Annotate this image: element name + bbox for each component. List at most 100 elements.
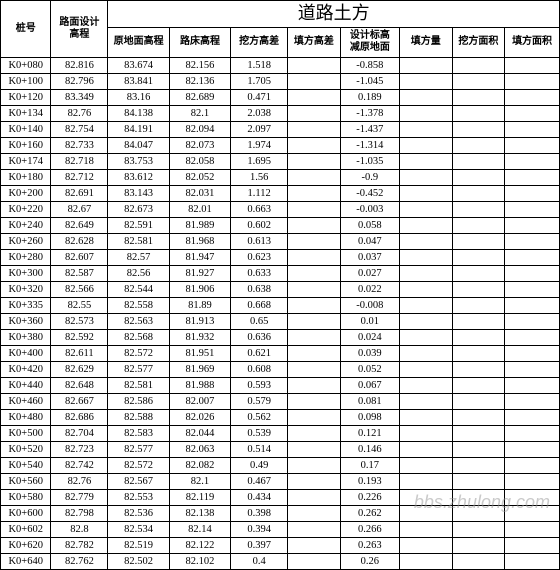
table-cell: 0.623 <box>231 249 288 265</box>
table-cell: 82.558 <box>108 297 169 313</box>
table-cell: 82.733 <box>51 137 108 153</box>
table-title: 道路土方 <box>108 1 560 28</box>
table-cell <box>399 361 452 377</box>
table-cell: 82.587 <box>51 265 108 281</box>
table-cell: 82.1 <box>169 473 230 489</box>
table-row: K0+20082.69183.14382.0311.112-0.452 <box>1 185 560 201</box>
table-cell: K0+080 <box>1 57 51 73</box>
table-cell: 82.67 <box>51 201 108 217</box>
table-cell <box>505 281 560 297</box>
table-cell <box>288 89 341 105</box>
table-cell <box>505 553 560 569</box>
table-cell: 82.56 <box>108 265 169 281</box>
table-cell <box>452 265 505 281</box>
table-cell <box>505 265 560 281</box>
table-cell <box>399 505 452 521</box>
table-cell: 81.906 <box>169 281 230 297</box>
table-cell: 1.112 <box>231 185 288 201</box>
table-cell <box>288 553 341 569</box>
table-cell: 82.704 <box>51 425 108 441</box>
table-cell: K0+220 <box>1 201 51 217</box>
table-cell: K0+200 <box>1 185 51 201</box>
table-cell: 81.932 <box>169 329 230 345</box>
header-fill-diff: 填方高差 <box>288 27 341 57</box>
table-cell: 0.01 <box>340 313 399 329</box>
table-cell <box>288 537 341 553</box>
table-cell: 82.762 <box>51 553 108 569</box>
table-cell <box>452 233 505 249</box>
table-cell: -0.003 <box>340 201 399 217</box>
table-cell: -0.9 <box>340 169 399 185</box>
table-cell <box>452 361 505 377</box>
table-cell: 82.573 <box>51 313 108 329</box>
table-cell: 0.467 <box>231 473 288 489</box>
table-cell <box>505 297 560 313</box>
table-cell <box>505 121 560 137</box>
table-cell: 82.544 <box>108 281 169 297</box>
table-cell: K0+500 <box>1 425 51 441</box>
table-cell: K0+560 <box>1 473 51 489</box>
table-cell: 0.266 <box>340 521 399 537</box>
table-cell <box>288 265 341 281</box>
table-cell: 81.989 <box>169 217 230 233</box>
table-cell: 0.193 <box>340 473 399 489</box>
table-cell <box>505 217 560 233</box>
table-cell: 0.562 <box>231 409 288 425</box>
table-cell: 84.047 <box>108 137 169 153</box>
table-cell <box>505 153 560 169</box>
table-cell <box>399 345 452 361</box>
table-cell: 0.037 <box>340 249 399 265</box>
table-body: K0+08082.81683.67482.1561.518-0.858K0+10… <box>1 57 560 569</box>
table-cell: 83.143 <box>108 185 169 201</box>
table-cell: 82.583 <box>108 425 169 441</box>
table-cell <box>452 169 505 185</box>
table-cell: 81.913 <box>169 313 230 329</box>
table-cell: 0.394 <box>231 521 288 537</box>
table-cell: K0+100 <box>1 73 51 89</box>
table-cell <box>399 89 452 105</box>
table-cell: 82.094 <box>169 121 230 137</box>
table-cell: 2.038 <box>231 105 288 121</box>
table-cell <box>288 121 341 137</box>
table-cell: 82.648 <box>51 377 108 393</box>
table-cell <box>452 121 505 137</box>
table-cell: 0.434 <box>231 489 288 505</box>
table-cell: K0+580 <box>1 489 51 505</box>
table-cell <box>399 489 452 505</box>
table-cell: -0.008 <box>340 297 399 313</box>
table-cell: K0+600 <box>1 505 51 521</box>
table-cell <box>452 201 505 217</box>
table-cell: 82.553 <box>108 489 169 505</box>
table-cell: 82.122 <box>169 537 230 553</box>
table-cell: 82.044 <box>169 425 230 441</box>
table-row: K0+40082.61182.57281.9510.6210.039 <box>1 345 560 361</box>
table-cell <box>452 313 505 329</box>
table-cell <box>452 521 505 537</box>
table-row: K0+32082.56682.54481.9060.6380.022 <box>1 281 560 297</box>
table-cell <box>452 105 505 121</box>
table-cell: 83.612 <box>108 169 169 185</box>
table-cell: 0.263 <box>340 537 399 553</box>
table-cell: K0+520 <box>1 441 51 457</box>
table-cell: K0+460 <box>1 393 51 409</box>
table-cell: 82.586 <box>108 393 169 409</box>
table-cell: 0.052 <box>340 361 399 377</box>
table-cell: 83.16 <box>108 89 169 105</box>
table-cell: 82.577 <box>108 361 169 377</box>
table-cell: 82.816 <box>51 57 108 73</box>
table-cell <box>505 313 560 329</box>
table-cell: 82.102 <box>169 553 230 569</box>
table-cell: 83.674 <box>108 57 169 73</box>
table-row: K0+46082.66782.58682.0070.5790.081 <box>1 393 560 409</box>
header-roadbed-elev: 路床高程 <box>169 27 230 57</box>
table-cell <box>399 57 452 73</box>
table-cell: 2.097 <box>231 121 288 137</box>
table-cell <box>452 249 505 265</box>
table-cell <box>505 457 560 473</box>
table-cell: -0.452 <box>340 185 399 201</box>
table-cell: 82.581 <box>108 233 169 249</box>
table-cell <box>505 489 560 505</box>
table-cell <box>452 441 505 457</box>
table-cell: -1.045 <box>340 73 399 89</box>
table-cell <box>288 473 341 489</box>
